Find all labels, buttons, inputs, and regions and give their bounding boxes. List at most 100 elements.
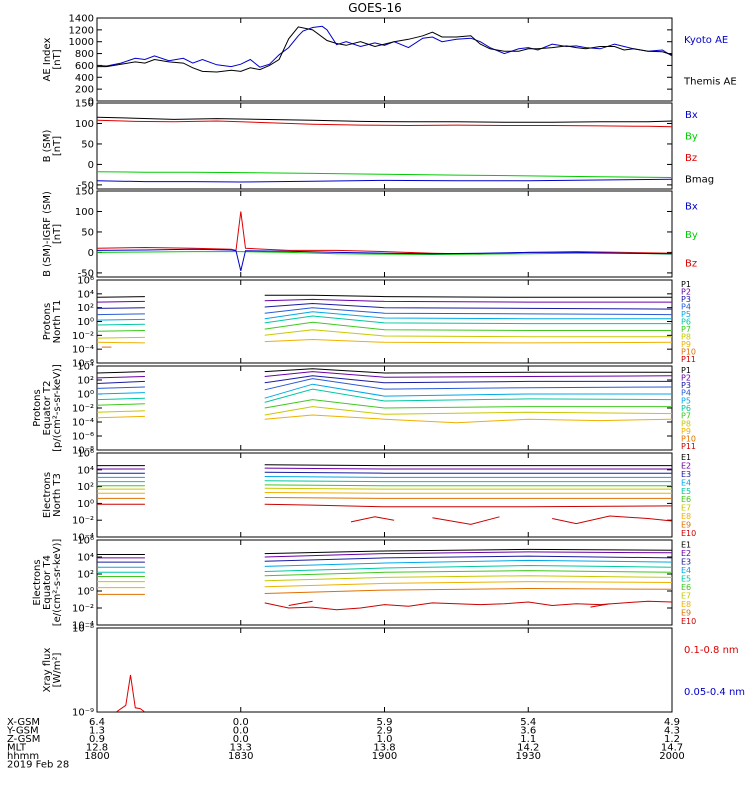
y-tick-label: 10⁻² (72, 516, 94, 527)
series-line-e10 (350, 516, 395, 523)
series-line-p4 (97, 386, 145, 389)
series-line-bx (97, 248, 672, 272)
y-axis-label: North T3 (52, 473, 63, 517)
series-line-p6 (264, 388, 672, 403)
y-tick-label: 10⁻² (72, 404, 94, 415)
panel-bsm: -50 0 50 100 150 B (SM) [nT] Bx By Bz Bmag (42, 99, 714, 192)
series-line-e1 (264, 548, 672, 555)
legend-entry: P3 (681, 381, 691, 390)
y-tick-label: 10⁻⁶ (72, 432, 94, 443)
y-axis-label: Protons (42, 303, 53, 340)
series-line-p7 (264, 321, 672, 331)
x-row-value: 5.9 (377, 717, 393, 728)
series-group (97, 548, 672, 611)
y-tick-label: 0 (88, 248, 94, 259)
y-tick-label: 1000 (69, 37, 94, 48)
x-row-value: 14.2 (517, 743, 539, 754)
series-line-p3 (264, 302, 672, 310)
y-tick-label: 1400 (69, 14, 94, 25)
series-line-e9 (264, 587, 672, 594)
y-axis-label: B (SM)-IGRF (SM) (42, 191, 53, 277)
y-tick-label: 10⁶ (77, 276, 94, 287)
legend-entry: E10 (681, 617, 696, 626)
legend-entry: E7 (681, 591, 691, 600)
x-row-label: Z-GSM (7, 734, 40, 745)
legend-entry: P6 (681, 318, 691, 327)
series-line-p1 (97, 371, 145, 374)
legend-entry: P7 (681, 325, 691, 334)
legend-entry: P10 (681, 435, 696, 444)
legend-entry: P3 (681, 295, 691, 304)
legend-entry: Kyoto AE (684, 35, 728, 46)
y-axis-label: [e/(cm²-s-sr-keV)] (52, 539, 63, 627)
x-row-value: 5.4 (520, 717, 536, 728)
y-axis-label: [nT] (52, 224, 63, 244)
y-axis-label: AE Index (42, 37, 53, 81)
series-line-p9 (97, 415, 145, 419)
series-line-p5 (97, 392, 145, 395)
y-tick-label: 10⁻⁸ (72, 446, 94, 457)
series-line-p5 (97, 318, 145, 321)
series-line-p7 (97, 330, 145, 332)
series-line-p9 (264, 414, 672, 424)
y-tick-label: 100 (75, 207, 94, 218)
x-row-value: 1800 (84, 751, 109, 762)
plot-frame (96, 627, 673, 713)
y-tick-label: 10⁶ (77, 449, 94, 460)
y-tick-label: -50 (78, 180, 94, 191)
x-row-value: 1930 (516, 751, 541, 762)
series-line-e5 (264, 564, 672, 572)
series-line-by (97, 171, 672, 178)
y-axis-label: North T1 (52, 300, 63, 344)
series-line-bx (97, 178, 672, 183)
y-tick-label: 150 (75, 99, 94, 110)
series-line-e2 (264, 551, 672, 558)
legend-entry: P1 (681, 280, 691, 289)
x-row-value: 13.3 (230, 743, 252, 754)
series-line-p3 (97, 307, 145, 309)
series-line-e3 (264, 555, 672, 562)
legend-entry: E2 (681, 462, 691, 471)
legend-entry: P1 (681, 366, 691, 375)
y-tick-label: 10⁻² (72, 331, 94, 342)
series-line-p7 (97, 403, 145, 406)
y-axis-label: Equator T2 (42, 381, 53, 436)
x-row-value: 3.6 (520, 726, 536, 737)
y-tick-label: 10² (77, 303, 94, 314)
page-title: GOES-16 (348, 1, 402, 15)
y-axis-label: Xray flux (42, 648, 53, 693)
y-tick-label: 10⁻⁴ (72, 533, 94, 544)
series-line-p8 (264, 329, 672, 338)
x-row-value: 1.0 (377, 734, 393, 745)
series-line-e10 (264, 600, 672, 611)
y-tick-label: 200 (75, 85, 94, 96)
series-line-by (97, 251, 672, 256)
legend-entry: P11 (681, 442, 696, 451)
y-tick-label: 10⁰ (77, 317, 94, 328)
series-line-e10 (590, 603, 610, 608)
series-line-p2 (97, 376, 145, 379)
series-line-p6 (264, 315, 672, 325)
series-group (97, 294, 672, 348)
y-tick-label: 0 (88, 97, 94, 108)
series-line-e6 (264, 484, 672, 487)
legend-entry: P6 (681, 404, 691, 413)
series-line-p4 (264, 378, 672, 391)
legend-entry: P5 (681, 396, 691, 405)
y-tick-label: 10⁻⁴ (72, 621, 94, 632)
legend-entry: E1 (681, 453, 691, 462)
series-line-e1 (264, 464, 672, 467)
legend-entry: By (685, 131, 698, 142)
series-line-p9 (97, 341, 145, 344)
legend-entry: P11 (681, 355, 696, 364)
legend-entry: E5 (681, 487, 691, 496)
legend-entry: E3 (681, 557, 691, 566)
panel-elec_eq: 10⁻⁴ 10⁻² 10⁰ 10² 10⁴ 10⁶ Electrons Equator T4[… (32, 536, 696, 632)
y-tick-label: 10⁻⁴ (72, 418, 94, 429)
series-line-e4 (264, 476, 672, 478)
legend-entry: 0.05-0.4 nm (684, 687, 745, 698)
x-row-value: 12.8 (86, 743, 108, 754)
y-tick-label: 10⁻⁴ (72, 345, 94, 356)
series-group (97, 211, 672, 272)
